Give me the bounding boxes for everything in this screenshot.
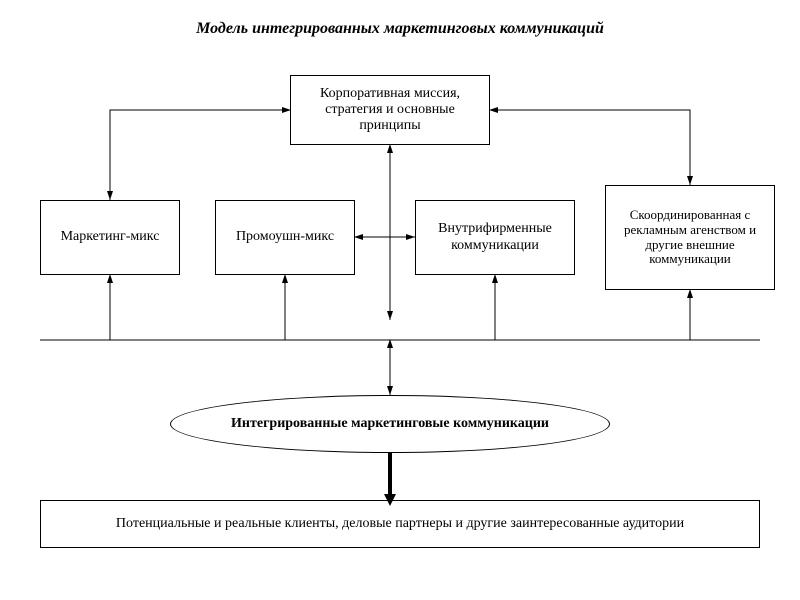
node-top: Корпоративная миссия, стратегия и основн… [290, 75, 490, 145]
node-coordinated: Скоординированная с рекламным агенством … [605, 185, 775, 290]
edge-top_right_route [490, 110, 690, 185]
node-marketing-mix: Маркетинг-микс [40, 200, 180, 275]
node-internal-comm: Внутрифирменные коммуникации [415, 200, 575, 275]
node-promo-mix: Промоушн-микс [215, 200, 355, 275]
diagram-title: Модель интегрированных маркетинговых ком… [90, 20, 710, 38]
edge-top_left_route [110, 110, 290, 200]
node-imc: Интегрированные маркетинговые коммуникац… [170, 395, 610, 453]
diagram-canvas: Модель интегрированных маркетинговых ком… [0, 0, 800, 600]
node-bottom: Потенциальные и реальные клиенты, деловы… [40, 500, 760, 548]
